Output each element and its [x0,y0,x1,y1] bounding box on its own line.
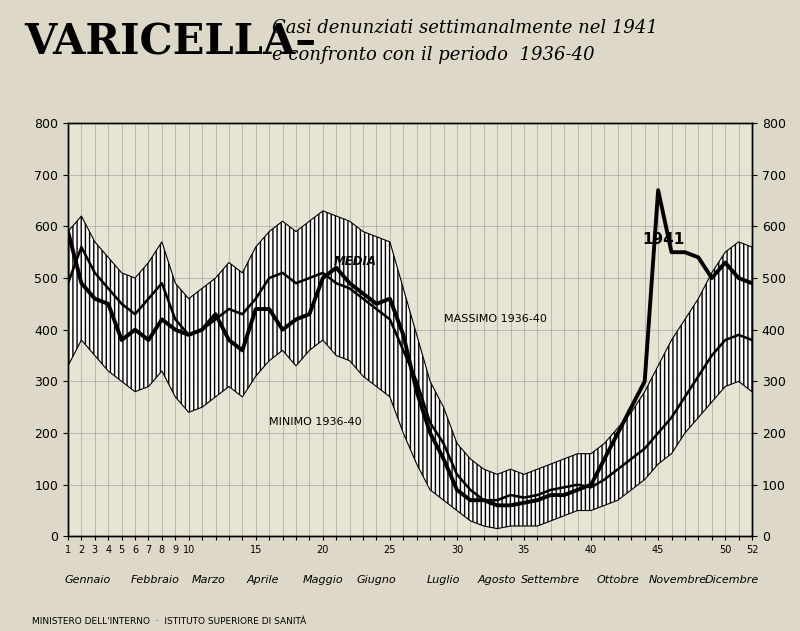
Text: Gennaio: Gennaio [65,575,111,585]
Text: Agosto: Agosto [478,575,516,585]
Text: Luglio: Luglio [427,575,460,585]
Text: MASSIMO 1936-40: MASSIMO 1936-40 [443,314,546,324]
Text: MINIMO 1936-40: MINIMO 1936-40 [269,417,362,427]
Text: Ottobre: Ottobre [597,575,639,585]
Text: MEDIA: MEDIA [334,255,377,268]
Text: 1941: 1941 [642,232,684,247]
Text: Marzo: Marzo [192,575,226,585]
Text: Aprile: Aprile [246,575,278,585]
Text: Casi denunziati settimanalmente nel 1941
e confronto con il periodo  1936-40: Casi denunziati settimanalmente nel 1941… [272,20,658,64]
Text: VARICELLA–: VARICELLA– [24,21,316,64]
Text: Novembre: Novembre [649,575,707,585]
Text: MINISTERO DELL'INTERNO  ·  ISTITUTO SUPERIORE DI SANITÀ: MINISTERO DELL'INTERNO · ISTITUTO SUPERI… [32,617,306,626]
Text: Giugno: Giugno [357,575,396,585]
Text: Settembre: Settembre [522,575,580,585]
Text: Febbraio: Febbraio [130,575,180,585]
Text: Maggio: Maggio [302,575,343,585]
Text: Dicembre: Dicembre [705,575,759,585]
